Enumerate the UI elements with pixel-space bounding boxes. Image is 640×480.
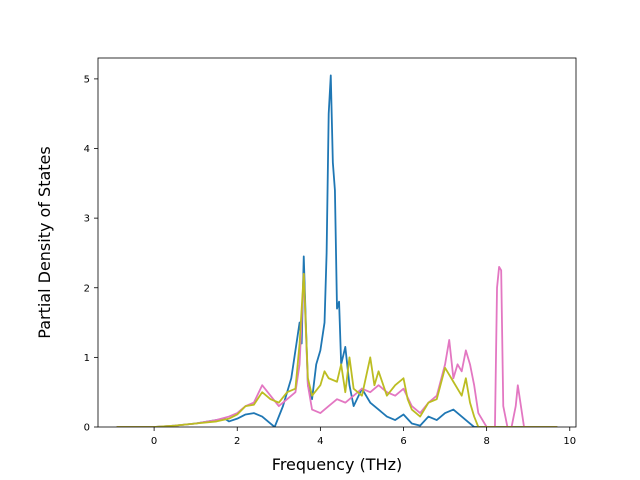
y-tick-label: 3 bbox=[84, 214, 90, 225]
y-tick-label: 4 bbox=[84, 144, 90, 155]
series-line-1 bbox=[116, 265, 558, 427]
x-tick-label: 8 bbox=[483, 436, 489, 447]
y-axis-label: Partial Density of States bbox=[35, 146, 54, 338]
x-tick-label: 10 bbox=[563, 436, 576, 447]
x-tick-label: 0 bbox=[151, 436, 157, 447]
x-tick-label: 6 bbox=[400, 436, 406, 447]
axes-frame bbox=[97, 57, 577, 428]
x-axis-label: Frequency (THz) bbox=[272, 455, 402, 474]
y-tick-label: 0 bbox=[84, 423, 90, 434]
y-tick-label: 1 bbox=[84, 353, 90, 364]
x-ticks: 0 2 4 6 8 10 bbox=[151, 427, 576, 447]
x-tick-label: 4 bbox=[317, 436, 323, 447]
y-ticks: 0 1 2 3 4 5 bbox=[84, 74, 98, 434]
series-line-2 bbox=[116, 272, 558, 427]
y-tick-label: 2 bbox=[84, 283, 90, 294]
series-layer bbox=[116, 74, 558, 427]
y-tick-label: 5 bbox=[84, 74, 90, 85]
x-tick-label: 2 bbox=[234, 436, 240, 447]
series-line-0 bbox=[116, 74, 558, 427]
